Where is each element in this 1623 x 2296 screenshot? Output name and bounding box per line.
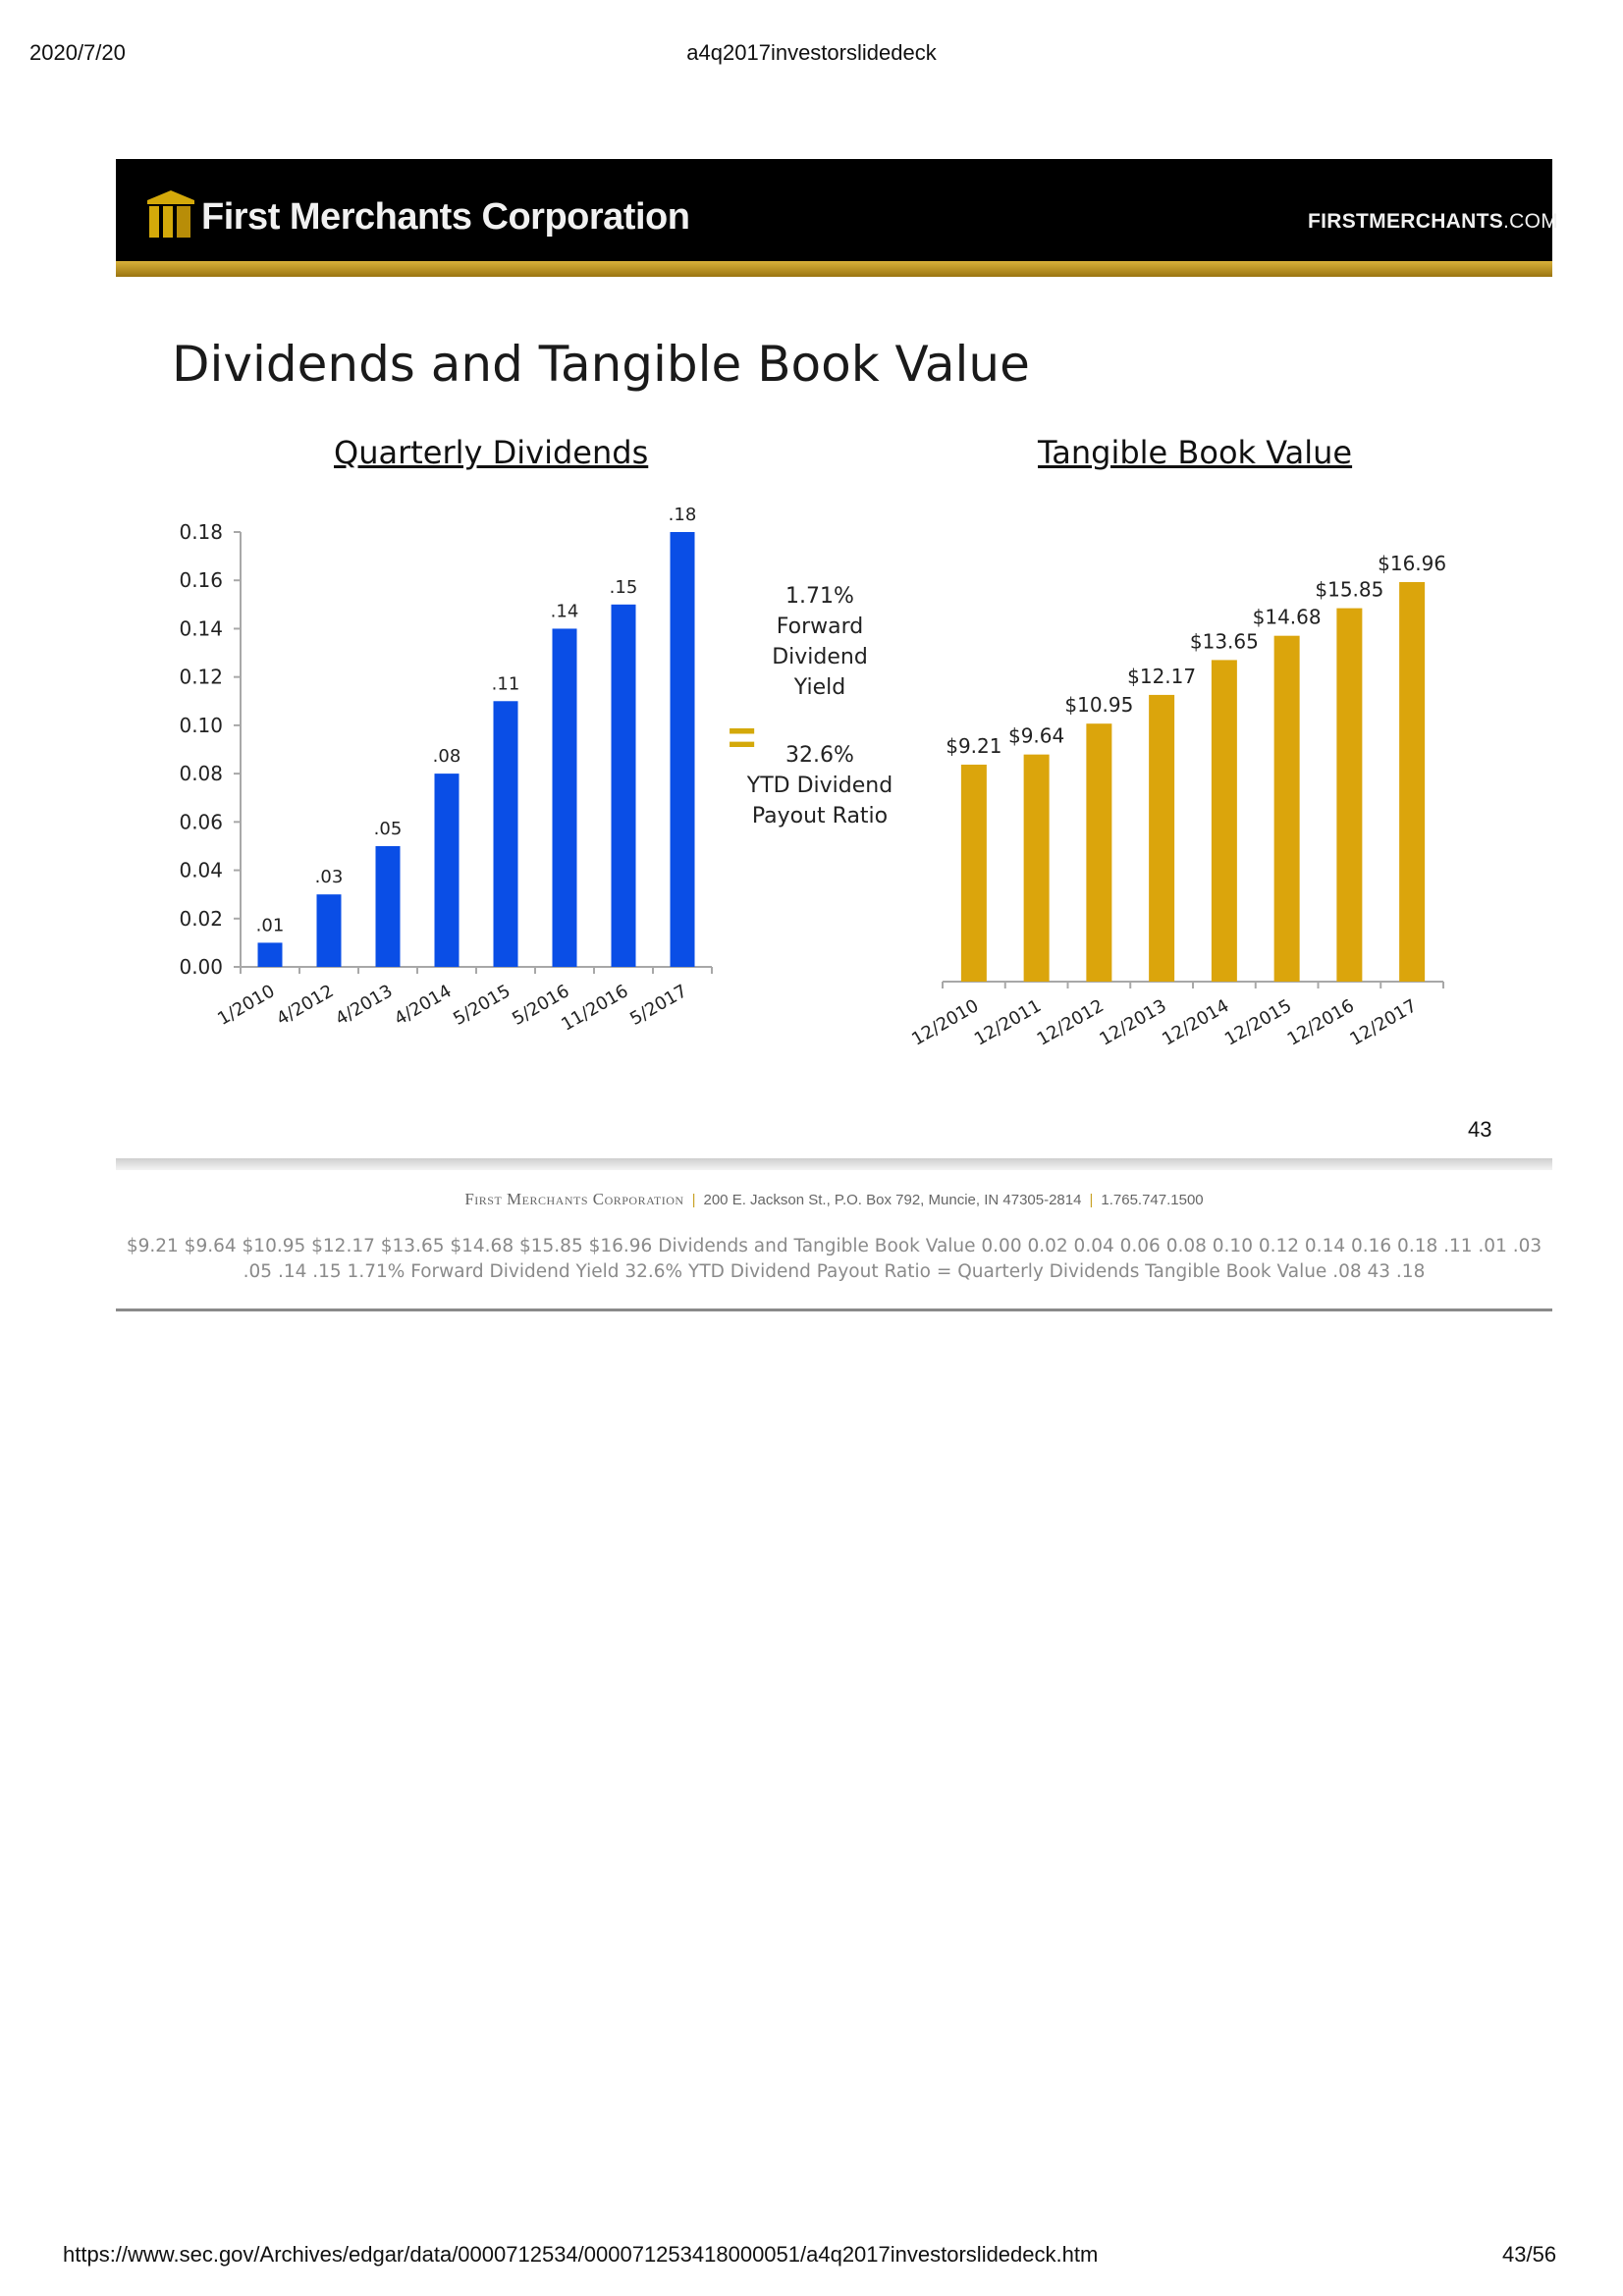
forward-yield-line3: Yield	[793, 675, 846, 700]
tbv-data-label: $16.96	[1378, 552, 1446, 575]
tbv-category-label: 12/2016	[1284, 995, 1358, 1050]
image-alt-text: $9.21 $9.64 $10.95 $12.17 $13.65 $14.68 …	[126, 1236, 1542, 1282]
tbv-data-label: $9.64	[1008, 724, 1064, 748]
dividend-data-label: .11	[492, 673, 520, 694]
dividend-data-label: .08	[433, 746, 461, 767]
dividend-bar	[493, 701, 518, 967]
tbv-category-label: 12/2015	[1221, 995, 1295, 1050]
tbv-bar	[1211, 660, 1237, 982]
dividend-category-label: 1/2010	[214, 981, 278, 1030]
equals-sign: =	[728, 710, 757, 765]
dividend-y-tick-label: 0.06	[179, 810, 223, 833]
company-logo-icon	[147, 190, 194, 238]
print-page-count: 43/56	[1502, 2242, 1557, 2267]
dividend-category-label: 4/2013	[332, 981, 396, 1030]
dividend-category-label: 5/2017	[626, 981, 690, 1030]
right-chart-subtitle: Tangible Book Value	[1038, 434, 1353, 471]
tbv-bar	[1399, 581, 1426, 982]
tbv-category-label: 12/2011	[971, 995, 1045, 1050]
dividend-bar	[670, 532, 695, 967]
dividend-y-tick-label: 0.14	[179, 616, 223, 640]
payout-ratio-line1: YTD Dividend	[746, 774, 893, 798]
dividend-data-label: .14	[551, 601, 579, 621]
print-date: 2020/7/20	[29, 40, 126, 65]
site-link[interactable]: FIRSTMERCHANTS.COM	[1308, 210, 1559, 233]
tbv-data-label: $10.95	[1064, 693, 1133, 717]
dividend-y-tick-label: 0.16	[179, 568, 223, 592]
forward-yield-line2: Dividend	[772, 645, 868, 669]
payout-ratio-value: 32.6%	[785, 743, 854, 768]
dividend-bar	[552, 628, 577, 967]
forward-yield-block: 1.71% Forward Dividend Yield	[722, 581, 918, 703]
print-doc-title: a4q2017investorslidedeck	[686, 40, 937, 65]
tbv-bar	[1336, 608, 1363, 982]
tbv-bar	[1273, 635, 1300, 982]
footer-phone: 1.765.747.1500	[1101, 1192, 1204, 1208]
dividend-bar	[375, 845, 401, 967]
tbv-category-label: 12/2010	[908, 995, 982, 1050]
slide-banner	[116, 159, 1552, 277]
slide-title: Dividends and Tangible Book Value	[172, 336, 1030, 393]
tbv-data-label: $9.21	[946, 734, 1001, 758]
dividend-data-label: .01	[256, 915, 285, 935]
dividend-data-label: .15	[610, 577, 638, 598]
dividend-data-label: .05	[374, 819, 403, 839]
forward-yield-line1: Forward	[776, 614, 864, 639]
dividend-category-label: 4/2014	[391, 981, 455, 1030]
dividend-y-tick-label: 0.02	[179, 907, 223, 931]
tbv-category-label: 12/2012	[1034, 995, 1108, 1050]
footer-company: First Merchants Corporation	[464, 1190, 684, 1208]
forward-yield-value: 1.71%	[785, 584, 854, 609]
dividend-category-label: 4/2012	[273, 981, 337, 1030]
footer-address: 200 E. Jackson St., P.O. Box 792, Muncie…	[703, 1192, 1082, 1208]
tbv-data-label: $13.65	[1190, 629, 1259, 653]
dividend-data-label: .18	[669, 505, 697, 525]
dividend-y-tick-label: 0.04	[179, 859, 223, 882]
tbv-data-label: $15.85	[1315, 578, 1383, 602]
dividend-data-label: .03	[315, 867, 344, 887]
payout-ratio-line2: Payout Ratio	[751, 804, 889, 828]
slide-page-number: 43	[1468, 1117, 1492, 1142]
left-chart-subtitle: Quarterly Dividends	[334, 434, 649, 471]
dividend-y-tick-label: 0.18	[179, 520, 223, 544]
tbv-bar	[1023, 754, 1050, 982]
tbv-bar	[1086, 723, 1112, 982]
tbv-category-label: 12/2014	[1159, 995, 1232, 1050]
tbv-category-label: 12/2013	[1096, 995, 1169, 1050]
dividend-y-tick-label: 0.12	[179, 666, 223, 689]
slide-footer: First Merchants Corporation | 200 E. Jacks…	[464, 1190, 1204, 1208]
dividend-bar	[316, 894, 342, 967]
tbv-data-label: $12.17	[1127, 665, 1196, 688]
payout-ratio-block: 32.6% YTD Dividend Payout Ratio	[722, 740, 918, 831]
footer-rule	[116, 1158, 1552, 1170]
dividend-bar	[434, 774, 460, 967]
tbv-bar	[960, 764, 987, 982]
dividend-bar	[257, 942, 283, 967]
dividend-y-tick-label: 0.00	[179, 955, 223, 979]
banner-gold-stripe	[116, 261, 1552, 277]
dividend-bar	[611, 604, 636, 967]
dividend-category-label: 5/2015	[450, 981, 514, 1030]
dividend-tbv-charts: 0.00 0.02 0.04 0.06 0.08 0.10 0.12 0.14 0.16 0.18…	[179, 505, 1446, 1050]
bottom-rule	[116, 1308, 1552, 1311]
print-url[interactable]: https://www.sec.gov/Archives/edgar/data/…	[63, 2242, 1099, 2267]
dividend-y-tick-label: 0.08	[179, 762, 223, 785]
brand-name: First Merchants Corporation	[201, 196, 690, 238]
tbv-bar	[1149, 694, 1175, 982]
dividend-y-tick-label: 0.10	[179, 714, 223, 737]
tbv-category-label: 12/2017	[1346, 995, 1420, 1050]
tbv-data-label: $14.68	[1253, 606, 1322, 629]
dividend-category-label: 11/2016	[558, 981, 631, 1036]
